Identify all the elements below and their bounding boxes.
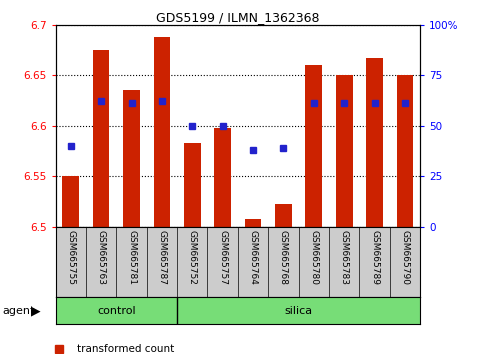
Text: GSM665790: GSM665790	[400, 230, 410, 285]
Text: GSM665781: GSM665781	[127, 230, 136, 285]
Text: GSM665757: GSM665757	[218, 230, 227, 285]
Text: GSM665787: GSM665787	[157, 230, 167, 285]
Text: GSM665764: GSM665764	[249, 230, 257, 285]
Text: transformed count: transformed count	[77, 343, 175, 354]
Text: GSM665783: GSM665783	[340, 230, 349, 285]
Text: ▶: ▶	[31, 304, 41, 317]
Bar	[305, 65, 322, 227]
Bar	[123, 90, 140, 227]
Text: GSM665768: GSM665768	[279, 230, 288, 285]
Bar	[184, 143, 200, 227]
Bar	[154, 37, 170, 227]
Text: GSM665755: GSM665755	[66, 230, 75, 285]
Text: GSM665752: GSM665752	[188, 230, 197, 285]
Text: control: control	[97, 306, 136, 316]
Title: GDS5199 / ILMN_1362368: GDS5199 / ILMN_1362368	[156, 11, 320, 24]
Bar	[336, 75, 353, 227]
Text: GSM665789: GSM665789	[370, 230, 379, 285]
Bar	[214, 128, 231, 227]
Text: GSM665780: GSM665780	[309, 230, 318, 285]
Bar	[93, 50, 110, 227]
Text: agent: agent	[2, 306, 35, 316]
Text: GSM665763: GSM665763	[97, 230, 106, 285]
Bar	[366, 58, 383, 227]
Text: silica: silica	[284, 306, 313, 316]
Bar	[397, 75, 413, 227]
Bar	[245, 219, 261, 227]
Bar	[62, 176, 79, 227]
Bar	[275, 204, 292, 227]
